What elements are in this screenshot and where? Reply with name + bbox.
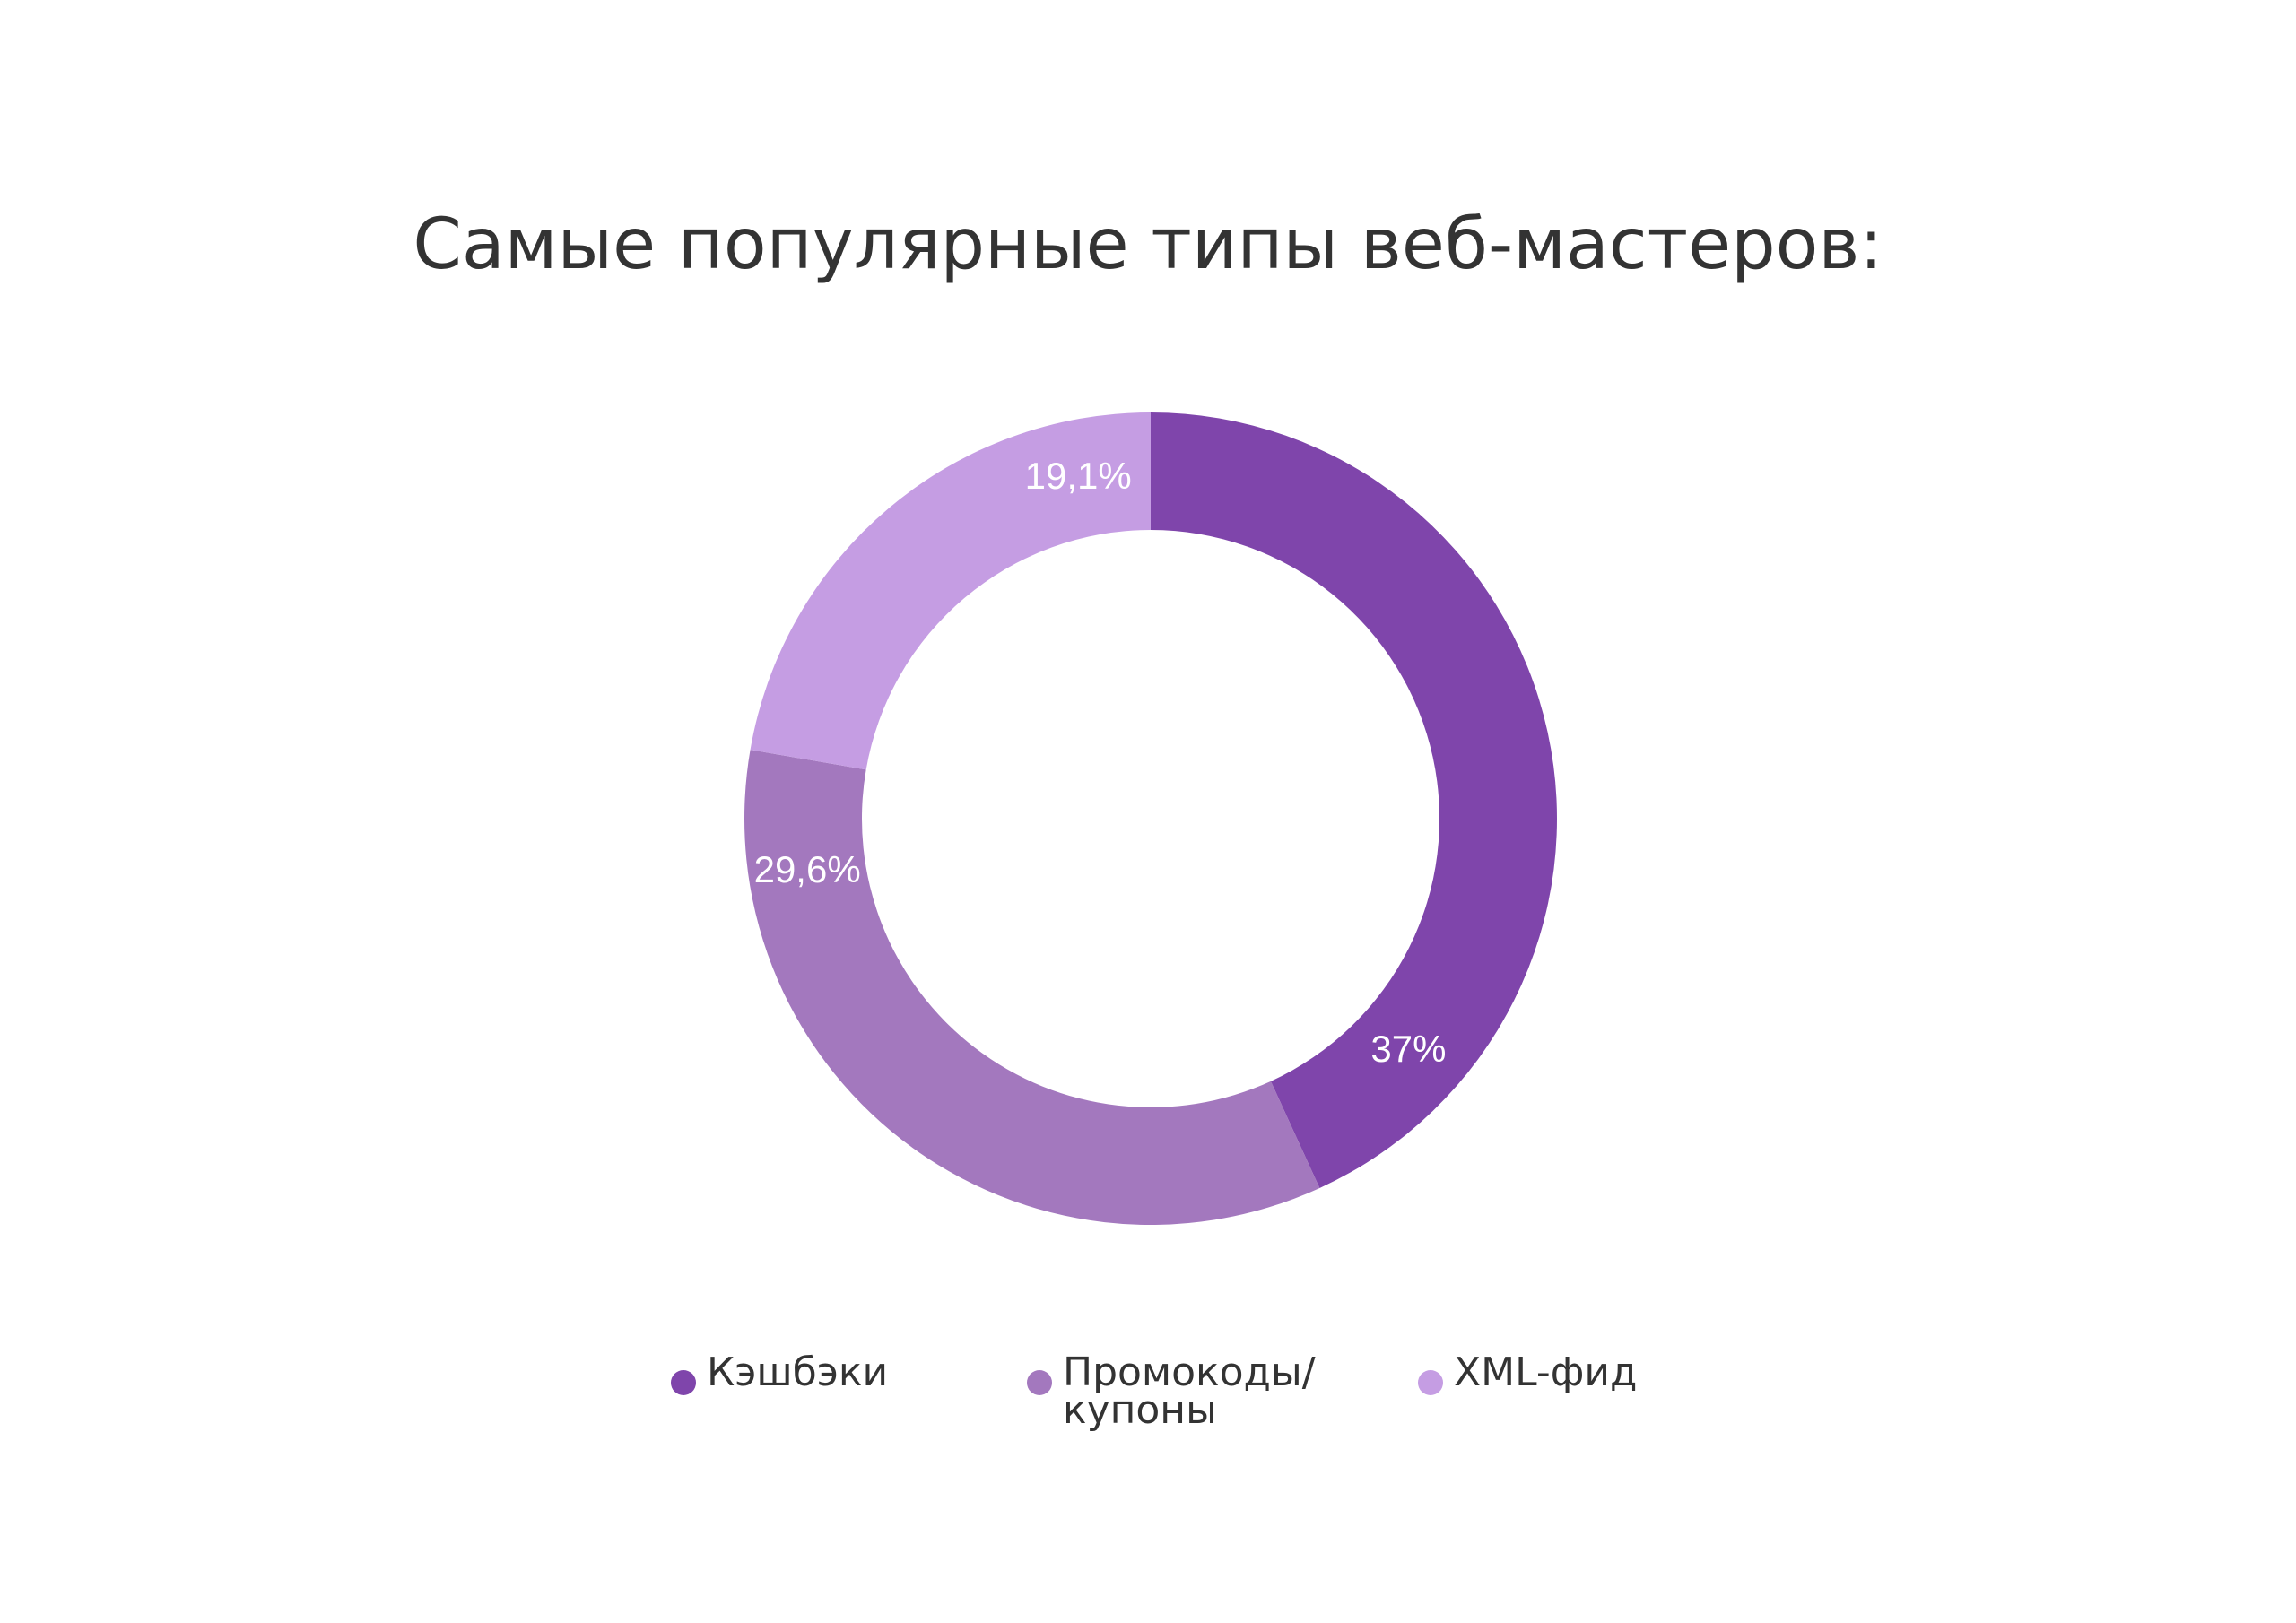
- chart-title: Самые популярные типы веб-мастеров:: [413, 204, 1883, 285]
- legend-swatch: [671, 1370, 696, 1395]
- legend-swatch: [1027, 1370, 1052, 1395]
- slice-data-label: 37%: [1370, 1028, 1446, 1070]
- donut-slice: [744, 750, 1320, 1225]
- donut-slice: [750, 412, 1151, 770]
- legend-item-promocodes: Промокоды/ купоны: [1027, 1350, 1316, 1433]
- slice-data-label: 29,6%: [754, 848, 861, 890]
- legend-label: Промокоды/ купоны: [1063, 1350, 1316, 1433]
- legend-item-cashback: Кэшбэки: [671, 1350, 889, 1395]
- legend-label: XML-фид: [1454, 1350, 1638, 1395]
- chart-legend: Кэшбэки Промокоды/ купоны XML-фид: [0, 1350, 2296, 1462]
- donut-slice: [1151, 412, 1557, 1188]
- legend-swatch: [1418, 1370, 1443, 1395]
- legend-label: Кэшбэки: [707, 1350, 889, 1395]
- slice-data-label: 19,1%: [1025, 455, 1132, 497]
- legend-item-xml-feed: XML-фид: [1418, 1350, 1638, 1395]
